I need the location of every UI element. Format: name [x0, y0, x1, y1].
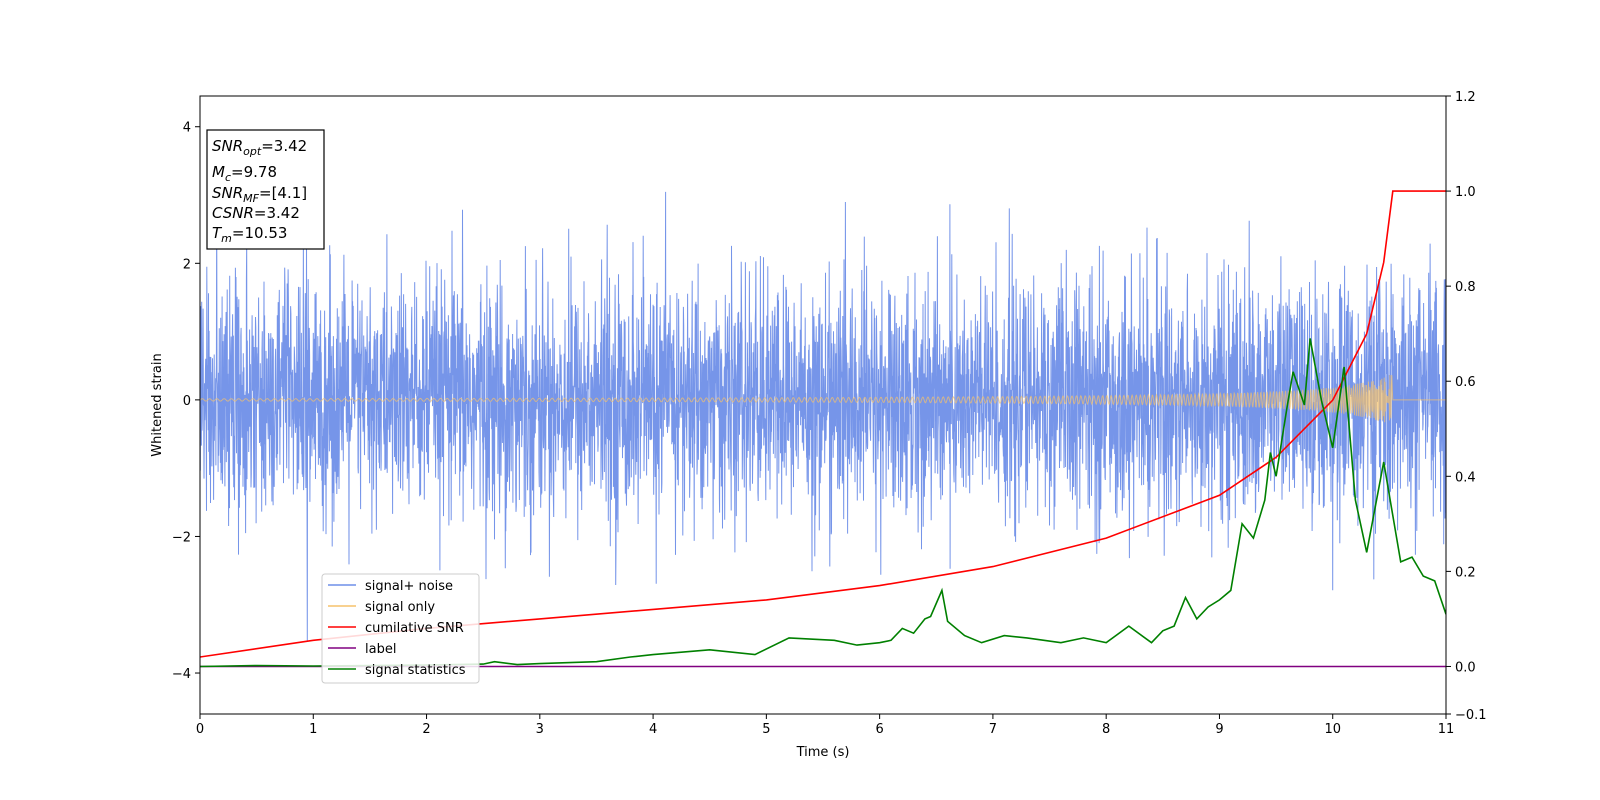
legend-label: label — [365, 642, 396, 657]
x-tick-label: 2 — [422, 722, 430, 737]
x-tick-label: 7 — [989, 722, 997, 737]
legend-item-signal-statistics: signal statistics — [328, 663, 466, 678]
y-tick-label: −2 — [172, 530, 191, 545]
x-tick-label: 9 — [1215, 722, 1223, 737]
y-axis-right: −0.1 0.0 0.2 0.4 0.6 0.8 1.0 1.2 — [1446, 90, 1487, 723]
legend-item-label: label — [328, 642, 396, 657]
y-tick-label: 4 — [183, 121, 191, 136]
x-tick-label: 5 — [762, 722, 770, 737]
plot-frame — [199, 95, 1447, 715]
y2-tick-label: 0.6 — [1455, 375, 1476, 390]
x-tick-label: 11 — [1438, 722, 1455, 737]
cumulative-snr-line — [200, 190, 1446, 658]
x-axis-label: Time (s) — [796, 745, 850, 760]
legend-label: signal only — [365, 600, 435, 615]
annotation-tm: Tm=10.53 — [212, 224, 287, 245]
legend: signal+ noise signal only cumilative SNR… — [321, 573, 480, 684]
x-tick-label: 4 — [649, 722, 657, 737]
chirp-line — [200, 374, 1446, 423]
legend-item-signal-noise: signal+ noise — [328, 579, 453, 594]
y2-tick-label: 0.2 — [1455, 565, 1476, 580]
y2-tick-label: 1.0 — [1455, 185, 1476, 200]
legend-item-signal-only: signal only — [328, 600, 435, 615]
x-tick-label: 10 — [1324, 722, 1341, 737]
stats-annotation-box: SNRopt=3.42 Mc=9.78 SNRMF=[4.1] CSNR=3.4… — [206, 129, 325, 250]
annotation-csnr: CSNR=3.42 — [212, 204, 300, 222]
x-tick-label: 8 — [1102, 722, 1110, 737]
legend-label: signal statistics — [365, 663, 466, 678]
y2-tick-label: 0.8 — [1455, 280, 1476, 295]
x-tick-label: 3 — [536, 722, 544, 737]
legend-frame — [321, 573, 480, 684]
y-tick-label: 0 — [183, 394, 191, 409]
legend-item-cumulative-snr: cumilative SNR — [328, 621, 464, 636]
annotation-frame — [206, 129, 325, 250]
x-axis: 0 1 2 3 4 5 6 7 8 9 10 11 — [196, 714, 1454, 737]
x-tick-label: 0 — [196, 722, 204, 737]
signal-statistics-line — [200, 338, 1446, 668]
annotation-snr-opt: SNRopt=3.42 — [212, 137, 307, 158]
y2-tick-label: 0.4 — [1455, 470, 1476, 485]
y2-tick-label: −0.1 — [1455, 708, 1487, 723]
y-tick-label: 2 — [183, 257, 191, 272]
signal-only-series — [200, 374, 1446, 423]
annotation-mc: Mc=9.78 — [212, 163, 277, 184]
x-tick-label: 1 — [309, 722, 317, 737]
legend-label: cumilative SNR — [365, 621, 464, 636]
x-tick-label: 6 — [875, 722, 883, 737]
y-axis-label: Whitened strain — [150, 353, 165, 456]
legend-label: signal+ noise — [365, 579, 453, 594]
y-tick-label: −4 — [172, 667, 191, 682]
y2-tick-label: 1.2 — [1455, 90, 1476, 105]
annotation-snr-mf: SNRMF=[4.1] — [212, 184, 307, 205]
y-axis-left: −4 −2 0 2 4 — [172, 121, 200, 682]
y2-tick-label: 0.0 — [1455, 660, 1476, 675]
